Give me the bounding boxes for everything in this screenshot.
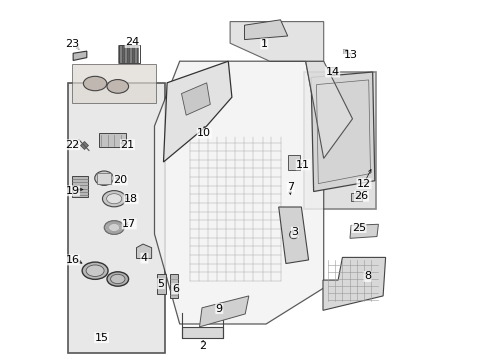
- Polygon shape: [349, 224, 378, 238]
- Polygon shape: [244, 20, 287, 40]
- Text: 19: 19: [65, 186, 80, 196]
- Text: 13: 13: [343, 50, 357, 60]
- Ellipse shape: [110, 274, 125, 284]
- Bar: [303, 72, 375, 209]
- Ellipse shape: [82, 262, 108, 279]
- Bar: [288, 155, 299, 170]
- Ellipse shape: [289, 231, 298, 239]
- Text: 15: 15: [94, 333, 108, 343]
- Polygon shape: [181, 327, 223, 338]
- Polygon shape: [199, 296, 248, 327]
- Polygon shape: [73, 51, 87, 60]
- Ellipse shape: [95, 171, 113, 185]
- Bar: [97, 173, 111, 184]
- Text: 1: 1: [260, 39, 267, 49]
- Text: 6: 6: [171, 284, 179, 294]
- Text: 14: 14: [325, 67, 339, 77]
- Polygon shape: [154, 61, 323, 324]
- Text: 10: 10: [197, 128, 211, 138]
- Ellipse shape: [107, 80, 128, 93]
- Bar: [169, 274, 178, 298]
- Bar: [99, 133, 125, 147]
- Text: 18: 18: [124, 194, 138, 204]
- Polygon shape: [322, 257, 385, 310]
- Text: 3: 3: [291, 227, 298, 237]
- Ellipse shape: [86, 265, 104, 276]
- Text: 22: 22: [65, 140, 80, 150]
- Bar: [118, 45, 140, 63]
- Bar: [68, 83, 165, 353]
- Text: 11: 11: [296, 160, 309, 170]
- Polygon shape: [163, 61, 231, 162]
- Text: 23: 23: [65, 39, 80, 49]
- Polygon shape: [72, 64, 156, 103]
- Polygon shape: [310, 72, 374, 192]
- Text: 21: 21: [120, 140, 134, 150]
- Text: 17: 17: [122, 219, 136, 229]
- Bar: [329, 67, 336, 74]
- Text: 16: 16: [65, 255, 79, 265]
- Text: 5: 5: [157, 279, 164, 289]
- Ellipse shape: [83, 76, 106, 91]
- Text: 26: 26: [354, 191, 368, 201]
- Polygon shape: [230, 22, 323, 61]
- Polygon shape: [278, 207, 308, 264]
- Bar: [351, 193, 362, 201]
- Bar: [72, 176, 87, 197]
- Ellipse shape: [354, 195, 358, 198]
- Ellipse shape: [104, 221, 124, 234]
- Text: 9: 9: [215, 303, 223, 314]
- Text: 24: 24: [125, 37, 139, 48]
- Ellipse shape: [102, 191, 125, 207]
- Text: 12: 12: [356, 179, 370, 189]
- Text: 20: 20: [113, 175, 127, 185]
- Text: 8: 8: [363, 271, 370, 282]
- Ellipse shape: [106, 194, 122, 204]
- Text: 7: 7: [286, 182, 294, 192]
- Bar: [156, 274, 166, 294]
- Polygon shape: [136, 244, 151, 258]
- Ellipse shape: [107, 272, 128, 286]
- Polygon shape: [269, 61, 352, 158]
- Text: 2: 2: [199, 341, 206, 351]
- Polygon shape: [181, 83, 210, 115]
- Text: 4: 4: [141, 253, 148, 263]
- Text: 25: 25: [351, 222, 366, 233]
